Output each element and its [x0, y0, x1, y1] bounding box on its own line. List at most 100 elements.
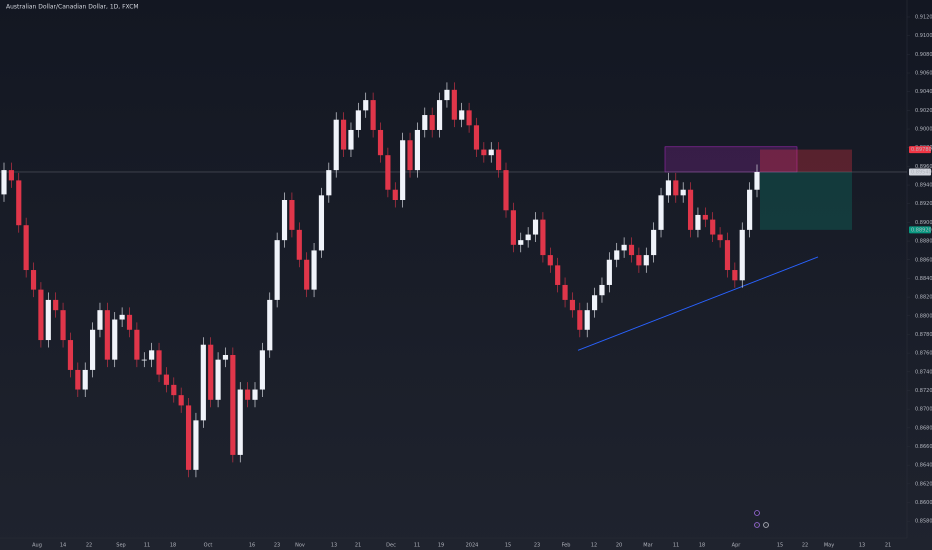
x-tick-label: 13: [859, 543, 865, 549]
candle-body: [281, 199, 288, 241]
candle-body: [392, 189, 398, 200]
x-tick-label: 11: [673, 543, 679, 549]
x-tick-label: Mar: [643, 543, 653, 549]
candle-body: [16, 180, 22, 226]
x-tick-label: 16: [249, 543, 255, 549]
candle-body: [488, 149, 494, 156]
candle-body: [30, 270, 37, 290]
candle-body: [363, 100, 369, 111]
candle-body: [451, 89, 457, 120]
candle-body: [289, 199, 295, 230]
candle-body: [385, 155, 391, 190]
candle-body: [67, 340, 74, 370]
candle-body: [97, 310, 103, 330]
candle-body: [680, 189, 686, 196]
candle-body: [577, 310, 583, 330]
x-tick-label: Apr: [732, 543, 742, 549]
resistance-zone: [664, 146, 798, 173]
candle-body: [134, 329, 140, 360]
x-tick-label: 11: [144, 543, 150, 549]
candle-body: [673, 180, 679, 196]
candle-body: [592, 295, 598, 311]
candle-body: [584, 310, 590, 330]
candle-body: [407, 140, 413, 171]
x-tick-label: 19: [438, 543, 444, 549]
candle-body: [459, 110, 465, 120]
candle-body: [237, 389, 243, 455]
candle-body: [200, 344, 206, 421]
chart-title: Australian Dollar/Canadian Dollar, 1D, F…: [6, 4, 139, 11]
candle-body: [311, 250, 317, 290]
candle-body: [754, 171, 760, 190]
candle-body: [149, 350, 155, 360]
candle-body: [422, 115, 428, 130]
candle-body: [1, 170, 7, 195]
candle-body: [614, 250, 620, 260]
candle-body: [717, 234, 723, 241]
candle-body: [318, 195, 325, 251]
candle-body: [569, 299, 576, 311]
candle-body: [510, 210, 516, 245]
x-tick-label: Nov: [295, 543, 305, 549]
candle-body: [599, 284, 605, 296]
candle-body: [695, 214, 701, 230]
candle-body: [643, 255, 649, 266]
candle-body: [230, 354, 236, 455]
x-tick-label: 21: [355, 543, 361, 549]
candle-body: [8, 170, 14, 181]
candle-body: [555, 265, 561, 285]
candle-body: [621, 244, 627, 251]
candle-body: [732, 270, 738, 281]
x-tick-label: 12: [591, 543, 597, 549]
x-tick-label: Aug: [32, 543, 42, 549]
x-tick-label: 15: [505, 543, 511, 549]
stop-zone: [760, 149, 852, 172]
candle-body: [296, 229, 302, 260]
candle-body: [178, 395, 184, 406]
candle-body: [245, 389, 251, 400]
candle-body: [90, 329, 96, 370]
x-tick-label: 23: [534, 543, 540, 549]
x-tick-label: 11: [414, 543, 420, 549]
target-zone: [760, 171, 852, 230]
candle-body: [208, 344, 214, 400]
candle-body: [348, 129, 354, 150]
candle-body: [163, 374, 169, 385]
candle-body: [141, 359, 147, 361]
x-tick-label: Sep: [116, 543, 125, 549]
candle-body: [193, 420, 199, 470]
candle-body: [710, 219, 716, 235]
candle-body: [562, 284, 568, 300]
candle-body: [304, 259, 310, 290]
candle-body: [606, 259, 612, 285]
candle-body: [429, 115, 435, 130]
candle-body: [532, 219, 539, 235]
candle-body: [38, 289, 44, 341]
candle-body: [651, 229, 657, 256]
y-tick-label: 0.91200: [915, 14, 932, 20]
